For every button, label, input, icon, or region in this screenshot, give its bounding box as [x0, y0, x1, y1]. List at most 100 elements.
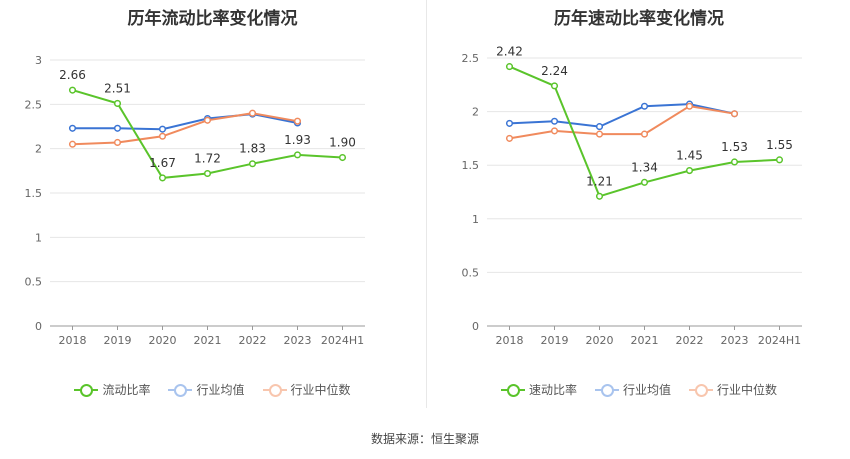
legend-line-icon: [500, 383, 525, 397]
data-point: [505, 119, 514, 127]
data-label: 1.34: [631, 160, 658, 174]
data-point: [293, 151, 302, 159]
y-tick-label: 1: [35, 231, 42, 244]
data-label: 1.67: [149, 156, 176, 170]
x-tick-label: 2019: [541, 334, 569, 347]
data-point: [338, 153, 347, 162]
series-line: [72, 112, 298, 146]
data-label: 1.90: [329, 136, 356, 150]
y-tick-label: 2.5: [25, 98, 43, 111]
data-label: 1.93: [284, 133, 311, 147]
y-tick-label: 2: [35, 143, 42, 156]
quick-ratio-chart: 0 0.5 1 1.5 2 2.5 2018 2019 2020 2021 2022 2023 2024…: [462, 45, 802, 347]
data-point: [203, 169, 212, 178]
x-tick-label: 2023: [721, 334, 749, 347]
data-point: [730, 110, 739, 118]
data-point: [595, 123, 604, 131]
quick-ratio-panel: 历年速动比率变化情况 0 0.5 1 1.5 2 2.5 2018 2019 2020 2021 2…: [428, 0, 850, 410]
y-tick-label: 1.5: [25, 187, 43, 200]
y-tick-label: 1.5: [462, 159, 480, 172]
chart-legend: 流动比率 行业均值 行业中位数: [0, 381, 425, 398]
data-point: [68, 86, 77, 94]
data-label: 2.24: [541, 64, 568, 78]
y-tick-label: 2.5: [462, 52, 480, 65]
series-line: [72, 113, 298, 131]
panel-divider: [426, 0, 427, 408]
legend-line-icon: [689, 383, 713, 397]
x-tick-label: 2021: [631, 334, 659, 347]
data-label: 1.53: [721, 140, 748, 154]
data-point: [158, 132, 167, 140]
legend-label: 行业中位数: [290, 383, 351, 397]
data-point: [685, 102, 694, 110]
y-tick-label: 2: [472, 106, 479, 119]
legend-label: 行业中位数: [717, 383, 778, 397]
legend-item-main[interactable]: 速动比率: [500, 381, 577, 398]
data-point: [293, 117, 302, 125]
data-point: [775, 156, 784, 164]
legend-line-icon: [262, 383, 287, 397]
x-tick-label: 2018: [496, 334, 524, 347]
data-point: [595, 192, 604, 200]
chart-title: 历年流动比率变化情况: [127, 9, 298, 29]
x-tick-label: 2020: [149, 334, 177, 347]
data-point: [248, 109, 257, 117]
x-tick-label: 2023: [284, 334, 312, 347]
data-point: [113, 138, 122, 147]
y-tick-label: 1: [472, 213, 479, 226]
y-tick-label: 0: [472, 320, 479, 333]
data-point: [248, 160, 257, 168]
series-line: [509, 105, 735, 140]
data-point: [550, 117, 559, 125]
data-label: 2.42: [496, 45, 523, 59]
x-tick-label: 2019: [104, 334, 132, 347]
legend-line-icon: [74, 383, 99, 397]
x-tick-label: 2022: [239, 334, 267, 347]
current-ratio-chart: 0 0.5 1 1.5 2 2.5 3 2018 2019 2020 2021 2022 2023 202…: [25, 54, 365, 347]
data-point: [730, 158, 739, 166]
x-tick-label: 2024H1: [758, 334, 801, 347]
legend-label: 流动比率: [102, 383, 151, 397]
data-label: 1.83: [239, 142, 266, 156]
legend-line-icon: [168, 383, 193, 397]
series-line: [509, 103, 735, 128]
data-point: [158, 125, 167, 133]
x-tick-label: 2020: [586, 334, 614, 347]
y-tick-label: 0.5: [462, 266, 480, 279]
data-point: [68, 124, 77, 132]
data-label: 1.72: [194, 151, 221, 165]
data-point: [640, 102, 649, 110]
chart-legend: 速动比率 行业均值 行业中位数: [428, 381, 850, 398]
y-tick-label: 0: [35, 320, 42, 333]
y-tick-label: 0.5: [25, 276, 43, 289]
chart-title: 历年速动比率变化情况: [554, 9, 724, 29]
y-tick-label: 3: [35, 54, 42, 67]
data-point: [68, 140, 77, 148]
data-point: [113, 124, 122, 132]
data-point: [550, 82, 559, 90]
data-point: [505, 63, 514, 71]
data-label: 2.51: [104, 81, 131, 95]
data-point: [505, 134, 514, 142]
data-label: 1.21: [586, 174, 613, 188]
data-label: 1.45: [676, 149, 703, 163]
legend-line-icon: [594, 383, 619, 397]
x-tick-label: 2024H1: [321, 334, 364, 347]
data-point: [640, 130, 649, 138]
legend-label: 行业均值: [196, 383, 245, 397]
x-tick-label: 2018: [59, 334, 87, 347]
x-tick-label: 2022: [676, 334, 704, 347]
data-source-note: 数据来源：恒生聚源: [370, 432, 479, 446]
data-label: 2.66: [59, 68, 86, 82]
data-point: [640, 178, 649, 186]
legend-item-industry-mean[interactable]: 行业均值: [594, 381, 671, 398]
data-point: [158, 174, 167, 182]
data-point: [595, 130, 604, 138]
legend-item-industry-mean[interactable]: 行业均值: [168, 381, 245, 398]
legend-item-main[interactable]: 流动比率: [74, 381, 150, 398]
legend-label: 行业均值: [622, 383, 671, 397]
legend-label: 速动比率: [528, 383, 577, 397]
legend-item-industry-median[interactable]: 行业中位数: [689, 381, 777, 398]
legend-item-industry-median[interactable]: 行业中位数: [262, 381, 351, 398]
data-point: [685, 167, 694, 175]
